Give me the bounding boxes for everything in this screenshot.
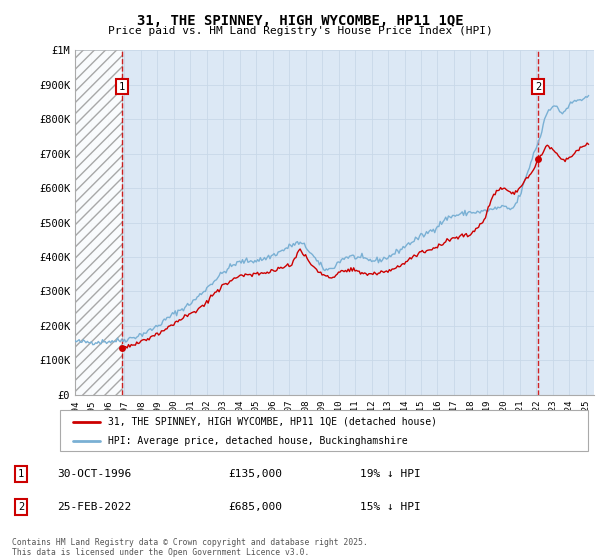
Text: Price paid vs. HM Land Registry's House Price Index (HPI): Price paid vs. HM Land Registry's House …	[107, 26, 493, 36]
Text: 15% ↓ HPI: 15% ↓ HPI	[360, 502, 421, 512]
Text: 31, THE SPINNEY, HIGH WYCOMBE, HP11 1QE (detached house): 31, THE SPINNEY, HIGH WYCOMBE, HP11 1QE …	[107, 417, 437, 427]
Bar	[75, 50, 122, 395]
Text: 31, THE SPINNEY, HIGH WYCOMBE, HP11 1QE: 31, THE SPINNEY, HIGH WYCOMBE, HP11 1QE	[137, 14, 463, 28]
Text: 19% ↓ HPI: 19% ↓ HPI	[360, 469, 421, 479]
Text: 30-OCT-1996: 30-OCT-1996	[57, 469, 131, 479]
Text: Contains HM Land Registry data © Crown copyright and database right 2025.
This d: Contains HM Land Registry data © Crown c…	[12, 538, 368, 557]
Text: HPI: Average price, detached house, Buckinghamshire: HPI: Average price, detached house, Buck…	[107, 436, 407, 446]
Text: 2: 2	[535, 82, 541, 92]
FancyBboxPatch shape	[60, 410, 588, 451]
Text: £135,000: £135,000	[228, 469, 282, 479]
Text: 25-FEB-2022: 25-FEB-2022	[57, 502, 131, 512]
Text: 1: 1	[119, 82, 125, 92]
Text: £685,000: £685,000	[228, 502, 282, 512]
Text: 1: 1	[18, 469, 24, 479]
Text: 2: 2	[18, 502, 24, 512]
